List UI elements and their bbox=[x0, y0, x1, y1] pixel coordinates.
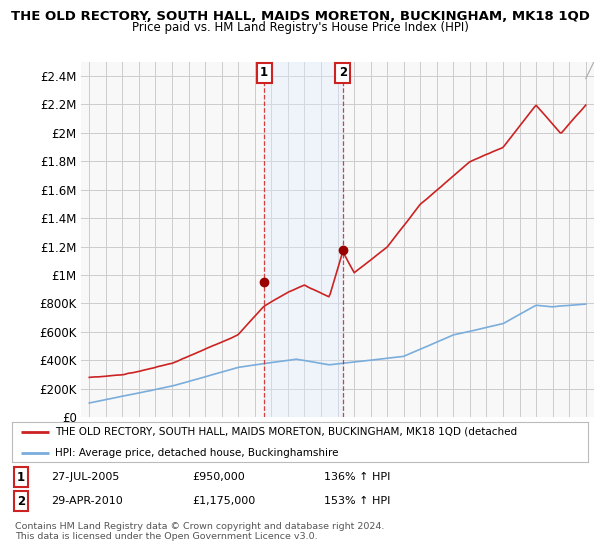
Text: HPI: Average price, detached house, Buckinghamshire: HPI: Average price, detached house, Buck… bbox=[55, 448, 338, 458]
Text: THE OLD RECTORY, SOUTH HALL, MAIDS MORETON, BUCKINGHAM, MK18 1QD: THE OLD RECTORY, SOUTH HALL, MAIDS MORET… bbox=[11, 10, 589, 23]
Bar bbox=[264, 62, 343, 417]
Text: Contains HM Land Registry data © Crown copyright and database right 2024.
This d: Contains HM Land Registry data © Crown c… bbox=[15, 522, 385, 542]
Text: 29-APR-2010: 29-APR-2010 bbox=[51, 496, 123, 506]
Text: 2: 2 bbox=[17, 494, 25, 508]
Text: 153% ↑ HPI: 153% ↑ HPI bbox=[324, 496, 391, 506]
Text: 27-JUL-2005: 27-JUL-2005 bbox=[51, 472, 119, 482]
Text: £1,175,000: £1,175,000 bbox=[192, 496, 255, 506]
Text: THE OLD RECTORY, SOUTH HALL, MAIDS MORETON, BUCKINGHAM, MK18 1QD (detached: THE OLD RECTORY, SOUTH HALL, MAIDS MORET… bbox=[55, 427, 517, 437]
Text: 1: 1 bbox=[260, 67, 268, 80]
Text: £950,000: £950,000 bbox=[192, 472, 245, 482]
Text: 1: 1 bbox=[17, 470, 25, 484]
Text: Price paid vs. HM Land Registry's House Price Index (HPI): Price paid vs. HM Land Registry's House … bbox=[131, 21, 469, 34]
Text: 2: 2 bbox=[339, 67, 347, 80]
Text: 136% ↑ HPI: 136% ↑ HPI bbox=[324, 472, 391, 482]
